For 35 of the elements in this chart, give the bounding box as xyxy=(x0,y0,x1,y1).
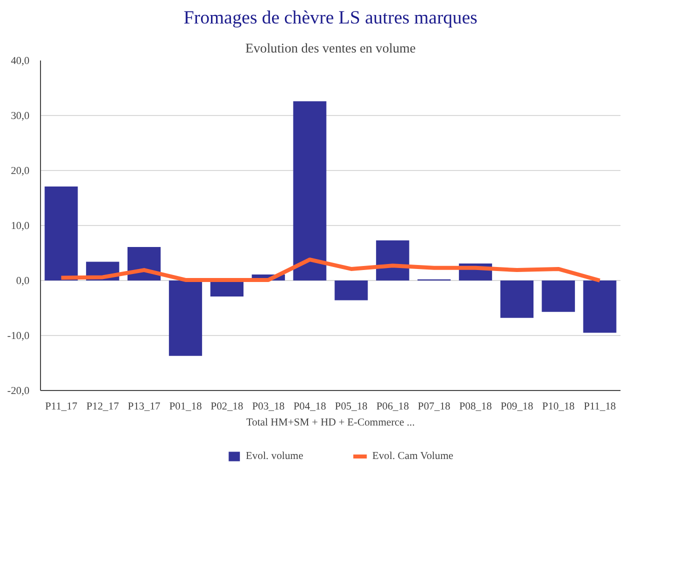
x-tick-label: P13_17 xyxy=(128,402,162,412)
x-tick-label: P01_18 xyxy=(169,402,202,412)
legend-label: Evol. Cam Volume xyxy=(372,450,454,462)
legend-label: Evol. volume xyxy=(246,450,304,462)
bar xyxy=(210,280,244,296)
y-tick-label: 30,0 xyxy=(10,111,30,122)
chart-subtitle: Evolution des ventes en volume xyxy=(245,40,416,56)
x-tick-label: P07_18 xyxy=(418,402,450,412)
bar xyxy=(44,186,78,280)
x-tick-label: P03_18 xyxy=(252,402,285,412)
x-tick-label: P11_18 xyxy=(584,402,616,412)
bar xyxy=(542,280,575,312)
bar xyxy=(583,280,616,333)
y-tick-label: -20,0 xyxy=(7,386,30,397)
x-tick-label: P02_18 xyxy=(210,402,244,412)
y-tick-label: 40,0 xyxy=(10,56,30,67)
x-tick-label: P06_18 xyxy=(376,402,409,412)
y-tick-label: 0,0 xyxy=(16,276,30,287)
x-tick-label: P05_18 xyxy=(334,402,368,412)
y-tick-label: 10,0 xyxy=(10,221,30,232)
bar xyxy=(168,280,202,356)
bar xyxy=(293,101,326,280)
x-axis-title: Total HM+SM + HD + E-Commerce ... xyxy=(246,418,415,428)
x-tick-label: P11_17 xyxy=(45,402,78,412)
bar xyxy=(334,280,368,300)
chart-title: Fromages de chèvre LS autres marques xyxy=(184,8,478,28)
line-series xyxy=(59,258,602,282)
x-tick-label: P09_18 xyxy=(500,402,534,412)
bar xyxy=(500,280,534,318)
x-tick-label: P08_18 xyxy=(459,402,492,412)
x-tick-label: P04_18 xyxy=(294,402,326,412)
x-tick-label: P12_17 xyxy=(86,402,120,412)
y-tick-label: -10,0 xyxy=(7,331,30,342)
y-tick-label: 20,0 xyxy=(10,166,30,177)
x-tick-label: P10_18 xyxy=(542,402,575,412)
